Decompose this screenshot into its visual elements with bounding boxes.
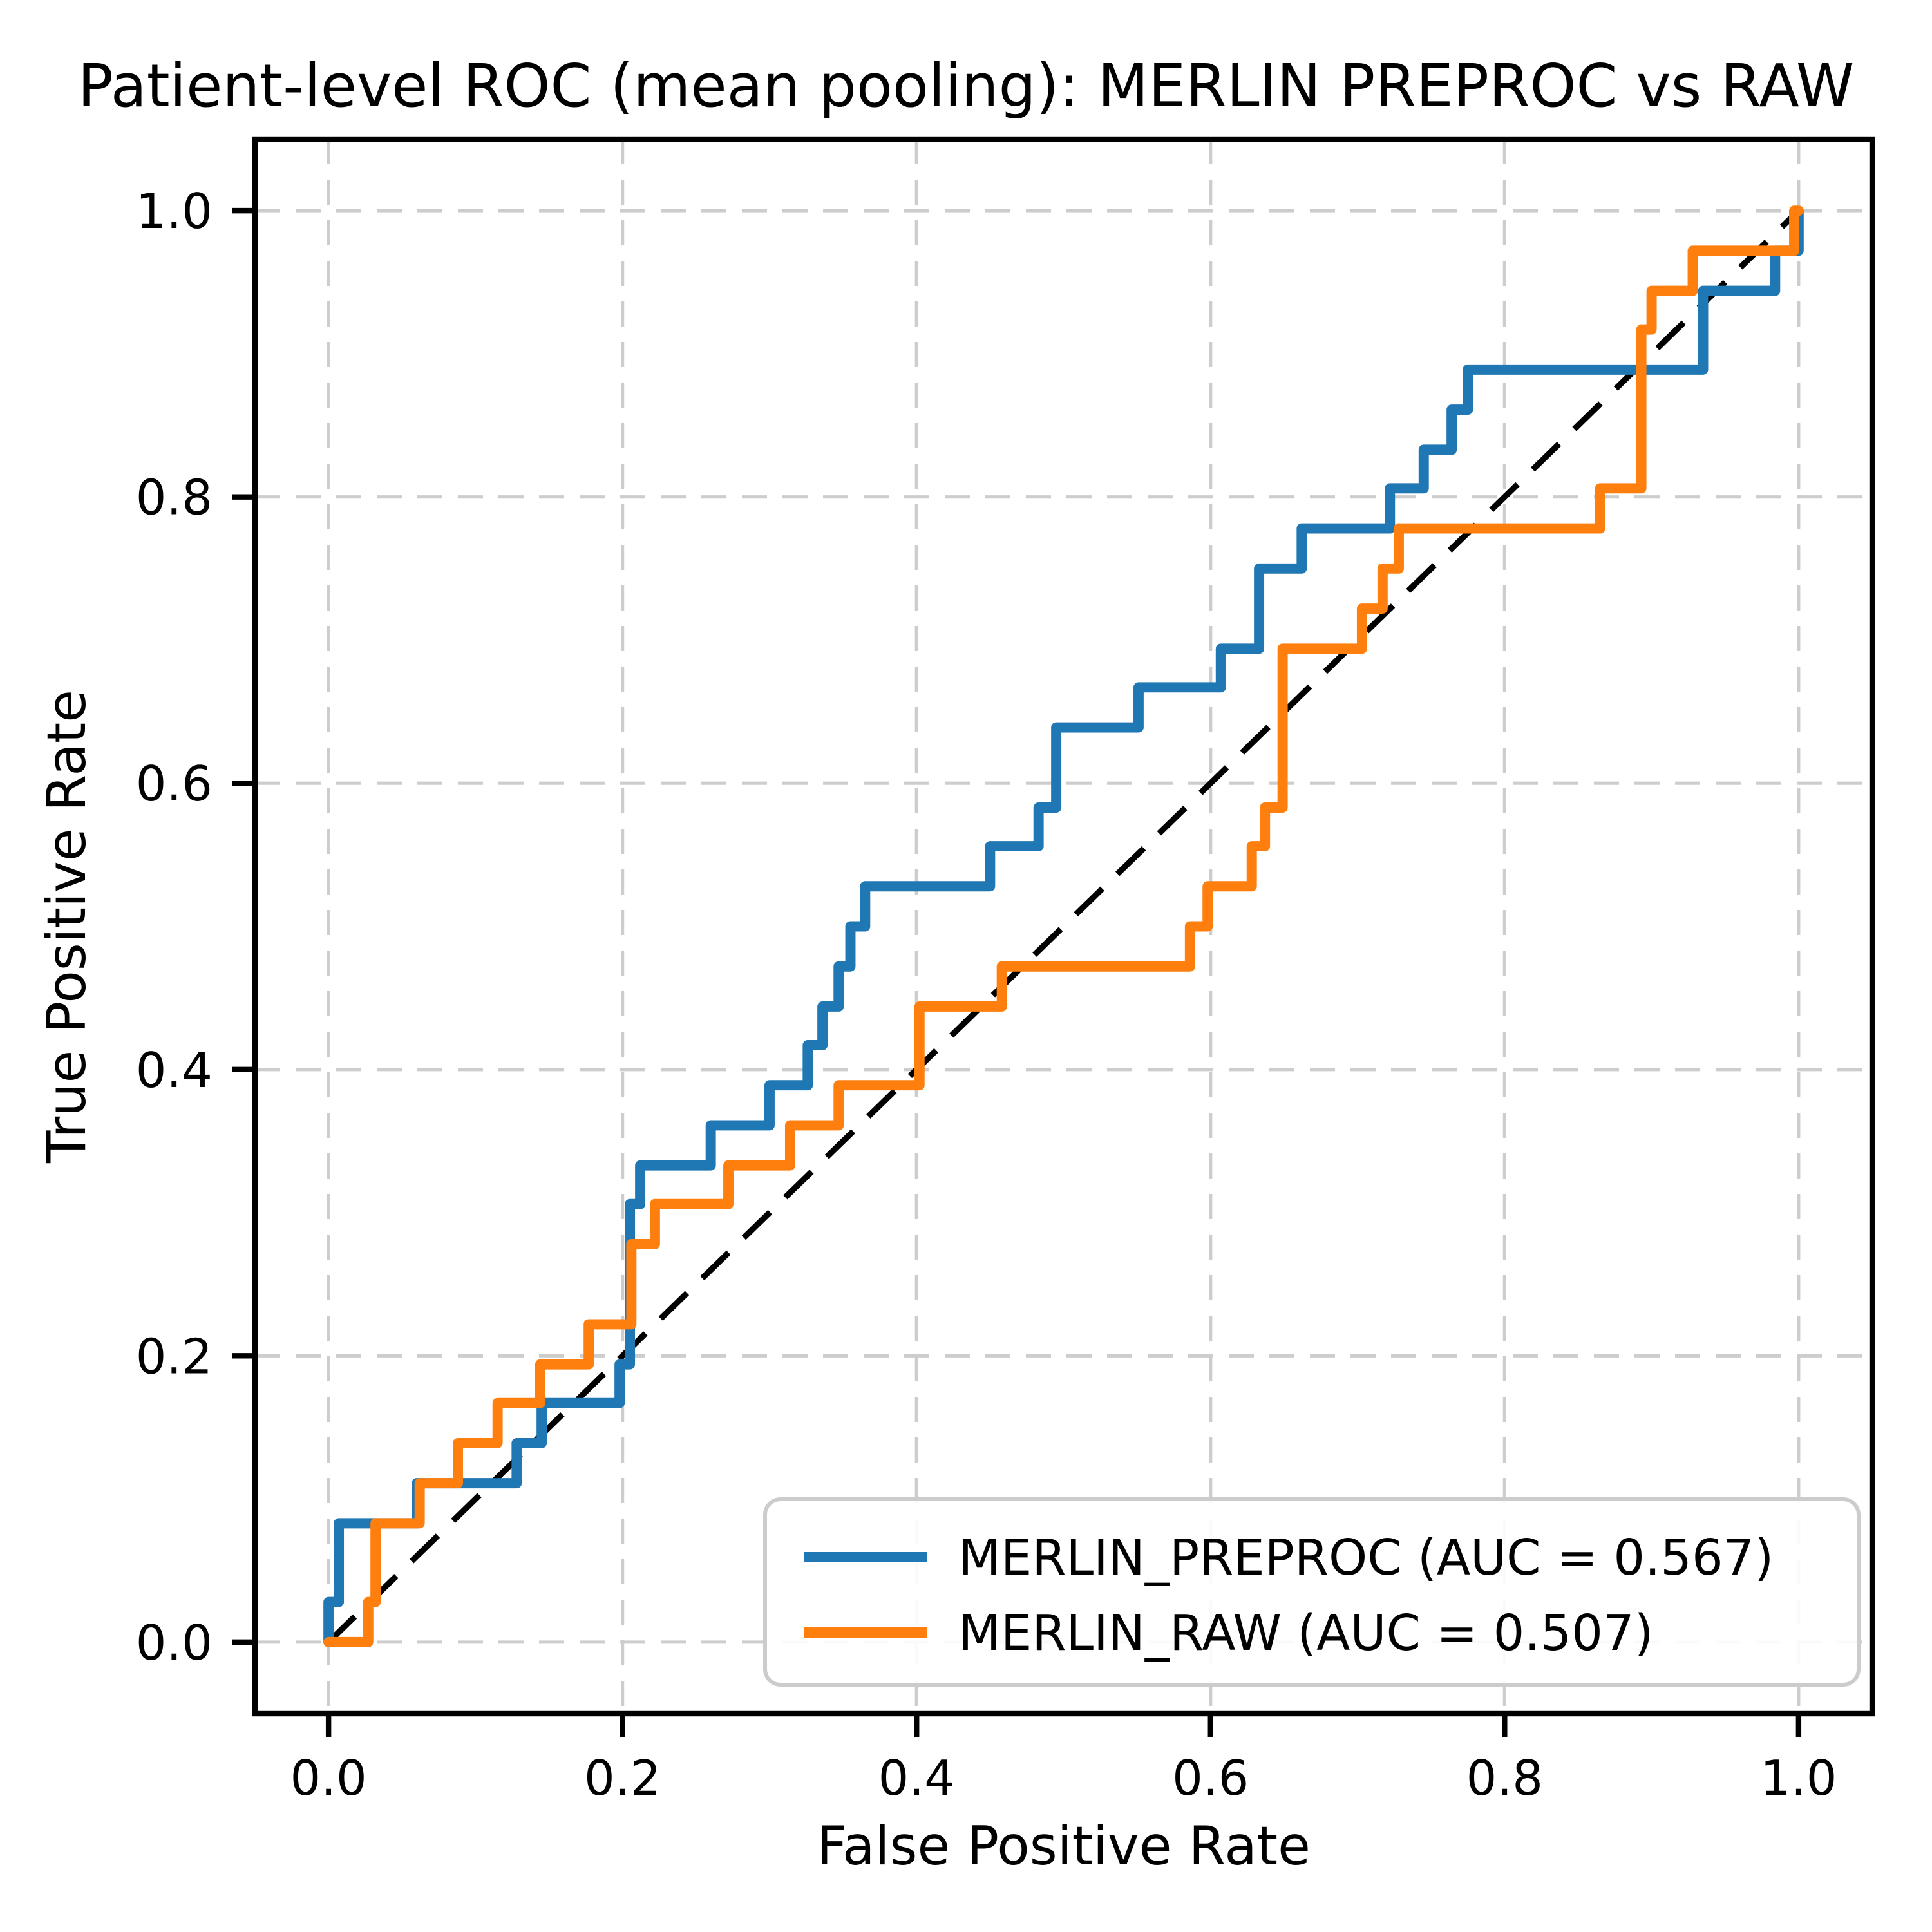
legend-entry-merlin_preproc: MERLIN_PREPROC (AUC = 0.567): [804, 1530, 1774, 1587]
y-tick-label: 0.8: [136, 469, 213, 526]
chart-title: Patient-level ROC (mean pooling): MERLIN…: [78, 52, 1855, 120]
chance-diagonal: [326, 208, 1801, 1645]
x-tick-label: 0.0: [290, 1750, 366, 1806]
plot-area-spines: [252, 136, 1875, 1717]
legend-entry-merlin_raw: MERLIN_RAW (AUC = 0.507): [804, 1605, 1653, 1662]
x-axis: 0.0 0.2 0.4 0.6 0.8 1.0: [290, 1714, 1837, 1806]
y-axis-label: True Positive Rate: [36, 690, 98, 1164]
x-tick-label: 1.0: [1760, 1750, 1837, 1806]
legend-box: [763, 1497, 1861, 1687]
y-tick-label: 0.4: [136, 1042, 213, 1099]
roc-curve-merlin_preproc: [323, 205, 1804, 1647]
x-tick-label: 0.8: [1466, 1750, 1543, 1806]
legend-label: MERLIN_PREPROC (AUC = 0.567): [958, 1530, 1774, 1587]
roc-curve-merlin_raw: [323, 205, 1804, 1647]
y-tick-label: 1.0: [136, 183, 213, 240]
x-tick-label: 0.6: [1172, 1750, 1249, 1806]
y-tick-label: 0.6: [136, 755, 213, 812]
legend-label: MERLIN_RAW (AUC = 0.507): [958, 1605, 1653, 1662]
legend: MERLIN_PREPROC (AUC = 0.567) MERLIN_RAW (…: [763, 1497, 1861, 1687]
x-tick-label: 0.4: [878, 1750, 955, 1806]
y-axis: 0.0 0.2 0.4 0.6 0.8 1.0: [136, 183, 255, 1671]
y-tick-label: 0.0: [136, 1615, 213, 1671]
y-tick-label: 0.2: [136, 1328, 213, 1385]
x-axis-label: False Positive Rate: [817, 1815, 1311, 1877]
x-tick-label: 0.2: [584, 1750, 661, 1806]
